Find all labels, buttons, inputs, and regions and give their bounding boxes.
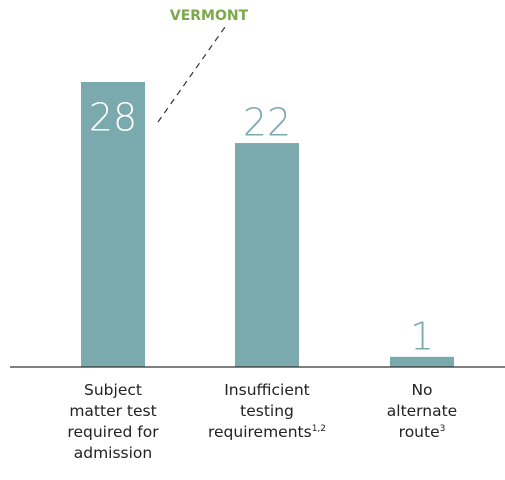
annotation: VERMONT <box>170 8 249 24</box>
x-tick-label: Subject matter test required for admission <box>43 380 183 464</box>
x-tick-label-line: matter test <box>69 402 157 420</box>
annotation-leader <box>157 26 226 123</box>
x-tick-label-line: alternate <box>386 402 458 420</box>
x-tick-label-line: admission <box>73 444 153 462</box>
x-tick-label-line: required for <box>67 423 159 441</box>
footnote-marker: 3 <box>439 424 446 434</box>
value-label: 1 <box>410 314 434 358</box>
value-label: 28 <box>89 96 137 140</box>
bar <box>390 356 454 367</box>
x-tick-label-line: Subject <box>84 381 142 399</box>
bar <box>235 143 299 367</box>
x-tick-label: Insufficient testing requirements1,2 <box>197 380 337 443</box>
bar <box>81 82 145 367</box>
x-tick-label-line: testing <box>240 402 294 420</box>
footnote-marker: 1,2 <box>311 424 327 434</box>
x-tick-label-line: requirements1,2 <box>207 423 327 441</box>
x-tick-label-line: Insufficient <box>224 381 310 399</box>
value-label: 22 <box>243 101 291 145</box>
x-tick-label-line: route3 <box>398 423 446 441</box>
x-tick-label: No alternate route3 <box>352 380 492 443</box>
x-tick-label-line: No <box>411 381 433 399</box>
